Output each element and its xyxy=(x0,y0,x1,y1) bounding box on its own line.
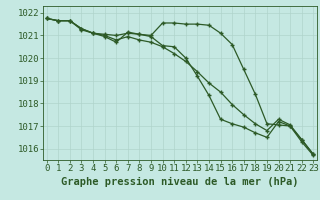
X-axis label: Graphe pression niveau de la mer (hPa): Graphe pression niveau de la mer (hPa) xyxy=(61,177,299,187)
